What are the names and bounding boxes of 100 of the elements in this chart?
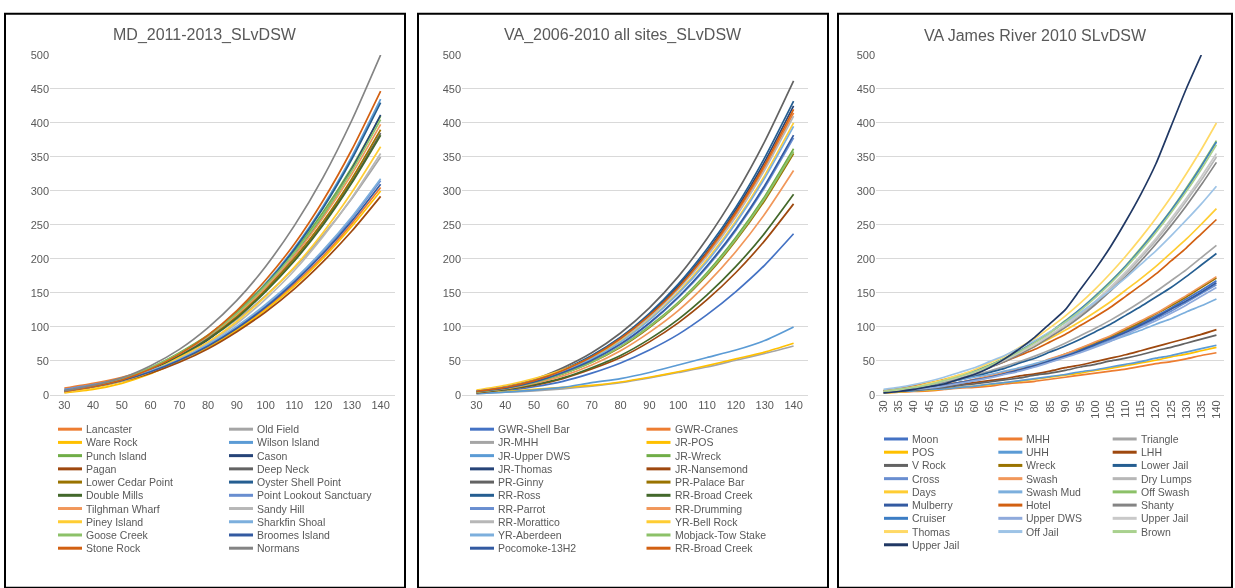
legend-label: Double Mills (86, 489, 144, 501)
legend-label: RR-Broad Creek (675, 542, 754, 554)
y-tick-label: 450 (442, 82, 461, 95)
x-tick-label: 140 (784, 399, 803, 412)
x-tick-label: 110 (1119, 400, 1132, 418)
legend-label: Oyster Shell Point (257, 476, 342, 488)
legend-label: Punch Island (86, 450, 147, 462)
legend-label: Pagan (86, 463, 117, 475)
legend-label: Ware Rock (86, 436, 139, 448)
legend-label: JR-Upper DWS (498, 450, 571, 462)
legend-label: PR-Ginny (498, 476, 545, 488)
legend-label: Hotel (1026, 499, 1051, 511)
legend-label: LHH (1141, 446, 1163, 458)
y-tick-label: 50 (448, 354, 461, 367)
y-tick-label: 200 (30, 252, 49, 265)
x-tick-label: 115 (1134, 400, 1147, 418)
x-tick-label: 105 (1104, 400, 1117, 419)
legend-label: JR-POS (675, 436, 714, 448)
x-tick-label: 130 (1179, 400, 1192, 419)
x-tick-label: 100 (669, 399, 688, 412)
x-tick-label: 110 (285, 399, 304, 412)
y-tick-label: 350 (856, 150, 875, 163)
legend-label: Broomes Island (257, 529, 331, 541)
x-tick-label: 45 (922, 400, 935, 413)
legend-label: RR-Morattico (498, 516, 560, 528)
y-tick-label: 400 (442, 116, 461, 129)
y-tick-label: 300 (856, 184, 875, 197)
legend-label: Off Jail (1026, 526, 1059, 538)
y-tick-label: 150 (856, 286, 875, 299)
x-tick-label: 80 (1028, 400, 1041, 413)
y-tick-label: 300 (442, 184, 461, 197)
legend-label: Thomas (912, 526, 950, 538)
x-tick-label: 140 (371, 399, 390, 412)
legend-label: Mulberry (912, 499, 954, 511)
y-tick-label: 250 (30, 218, 49, 231)
legend-label: Lower Jail (1141, 459, 1189, 471)
legend-label: Moon (912, 433, 939, 445)
legend-label: Cross (912, 473, 940, 485)
legend-label: JR-Nansemond (675, 463, 749, 475)
legend-label: Upper Jail (912, 539, 960, 551)
legend-label: Shanty (1141, 499, 1175, 511)
y-tick-label: 450 (856, 82, 875, 95)
y-tick-label: 500 (442, 48, 461, 61)
legend-label: Deep Neck (257, 463, 310, 475)
y-tick-label: 200 (856, 252, 875, 265)
legend-label: POS (912, 446, 935, 458)
x-tick-label: 80 (614, 399, 627, 412)
legend-label: Off Swash (1141, 486, 1190, 498)
legend-label: JR-Wreck (675, 450, 722, 462)
x-tick-label: 100 (256, 399, 275, 412)
chart-title: VA James River 2010 SLvDSW (924, 27, 1147, 44)
x-tick-label: 130 (342, 399, 362, 412)
y-tick-label: 100 (442, 320, 461, 333)
x-tick-label: 120 (313, 399, 333, 412)
y-tick-label: 350 (442, 150, 461, 163)
chart-title: VA_2006-2010 all sites_SLvDSW (504, 26, 743, 44)
x-tick-label: 130 (755, 399, 774, 412)
y-tick-label: 400 (856, 116, 875, 129)
legend-label: Pocomoke-13H2 (498, 542, 577, 554)
legend-label: Cruiser (912, 512, 947, 524)
y-tick-label: 500 (856, 48, 875, 61)
x-tick-label: 70 (173, 399, 186, 412)
legend-label: Lancaster (86, 423, 133, 435)
x-tick-label: 100 (1088, 400, 1101, 419)
x-tick-label: 135 (1194, 400, 1207, 419)
x-tick-label: 40 (87, 399, 100, 412)
legend-label: Upper DWS (1026, 512, 1083, 524)
y-tick-label: 100 (30, 320, 49, 333)
x-tick-label: 30 (58, 399, 71, 412)
legend-label: GWR-Cranes (675, 423, 739, 435)
legend-label: Point Lookout Sanctuary (257, 489, 373, 501)
legend-label: Old Field (257, 423, 300, 435)
legend-label: Swash Mud (1026, 486, 1082, 498)
x-tick-label: 90 (643, 399, 656, 412)
legend-label: UHH (1026, 446, 1049, 458)
legend-label: Sandy Hill (257, 503, 305, 515)
legend-label: Dry Lumps (1141, 473, 1192, 485)
x-tick-label: 50 (115, 399, 129, 412)
y-tick-label: 100 (856, 320, 875, 333)
legend-label: Piney Island (86, 516, 144, 528)
legend-label: Wreck (1026, 459, 1057, 471)
y-tick-label: 0 (42, 388, 49, 401)
y-tick-label: 500 (30, 48, 49, 61)
legend-label: Sharkfin Shoal (257, 516, 326, 528)
x-tick-label: 60 (967, 400, 980, 413)
legend-label: RR-Broad Creek (675, 489, 754, 501)
legend-label: Wilson Island (257, 436, 320, 448)
chart-title: MD_2011-2013_SLvDSW (113, 26, 297, 44)
legend-label: Days (912, 486, 936, 498)
x-tick-label: 40 (907, 400, 920, 413)
legend-label: Brown (1141, 526, 1171, 538)
x-tick-label: 50 (937, 400, 950, 413)
x-tick-label: 125 (1164, 400, 1177, 419)
x-tick-label: 120 (1149, 400, 1162, 419)
y-tick-label: 150 (30, 286, 49, 299)
legend-label: Upper Jail (1141, 512, 1189, 524)
x-tick-label: 120 (726, 399, 746, 412)
x-tick-label: 80 (202, 399, 215, 412)
x-tick-label: 60 (144, 399, 157, 412)
x-tick-label: 55 (952, 400, 965, 413)
